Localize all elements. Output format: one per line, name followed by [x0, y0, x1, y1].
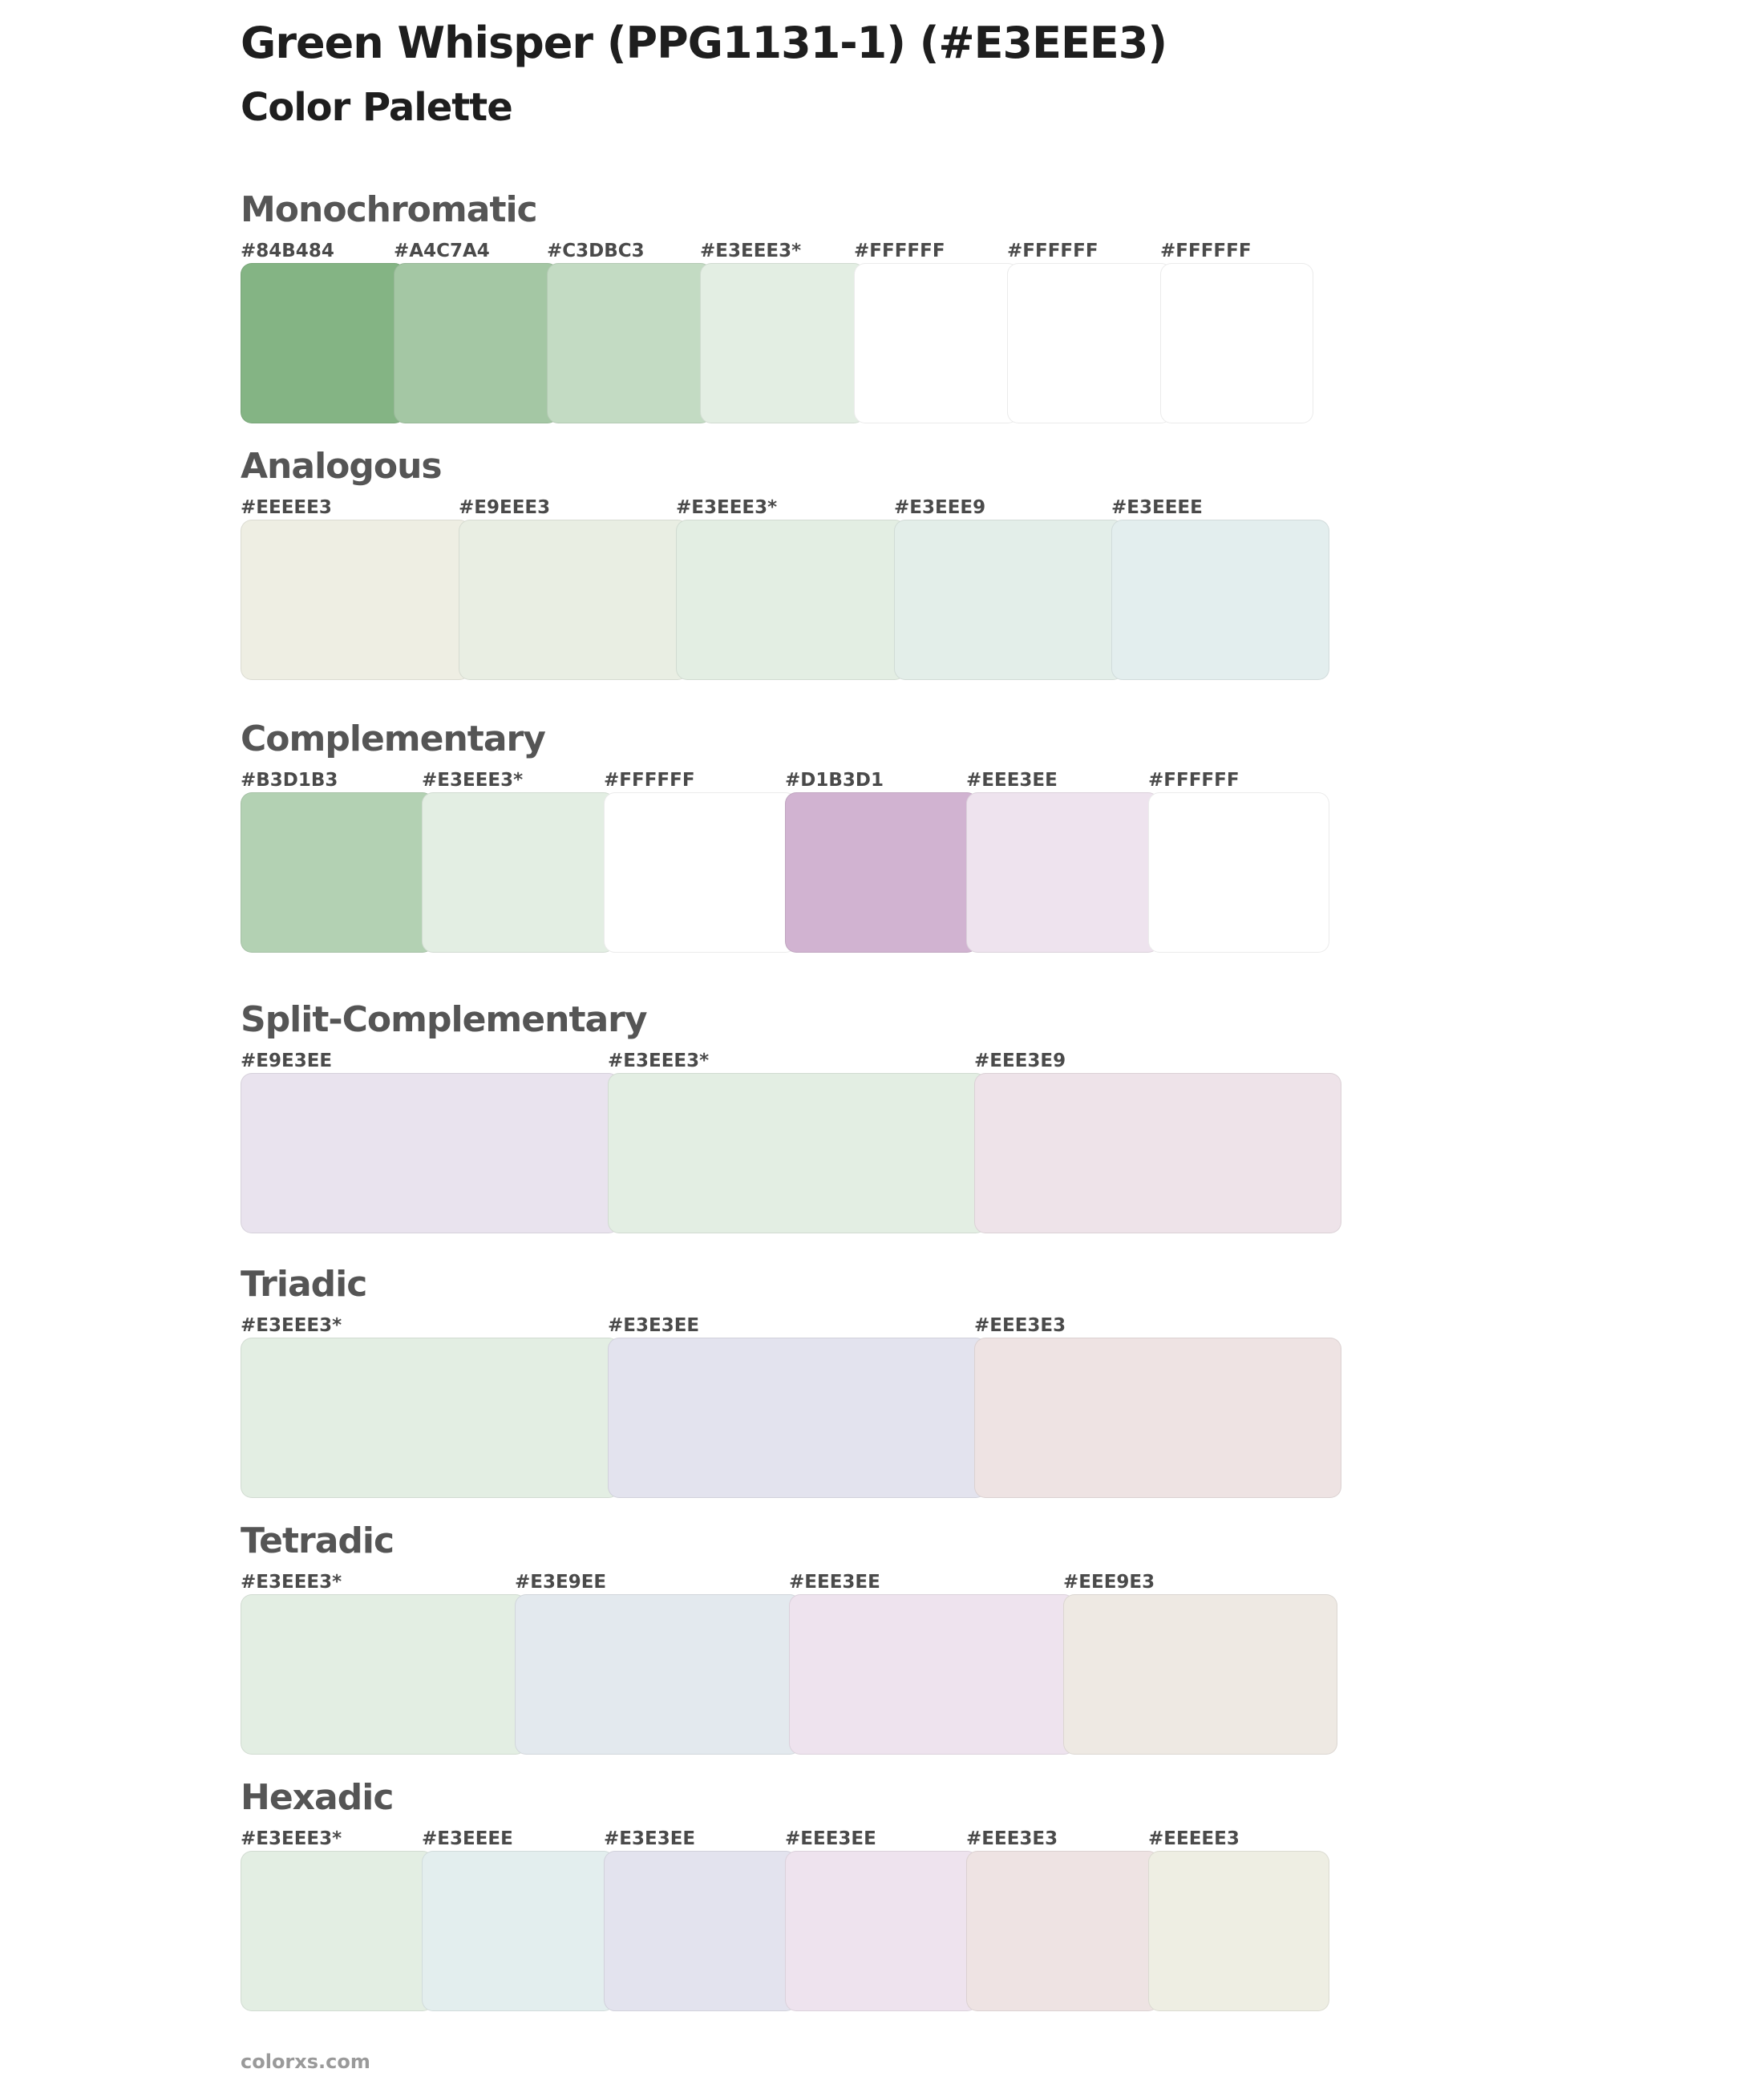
swatch-label: #B3D1B3	[241, 770, 338, 791]
color-swatch[interactable]	[676, 520, 906, 680]
swatch-label: #E3EEE3*	[700, 241, 802, 261]
section-title: Triadic	[241, 1264, 367, 1305]
swatch-label: #EEE3EE	[789, 1572, 880, 1593]
color-swatch[interactable]	[854, 263, 1019, 423]
swatch-label: #E3EEE3*	[608, 1051, 710, 1071]
color-swatch[interactable]	[241, 263, 406, 423]
swatch-label: #C3DBC3	[547, 241, 645, 261]
swatch-label: #E3EEEE	[422, 1828, 513, 1849]
footer-site-name[interactable]: colorxs.com	[241, 2051, 370, 2073]
swatch-label: #E3EEE3*	[241, 1315, 342, 1336]
color-swatch[interactable]	[394, 263, 559, 423]
color-swatch[interactable]	[1148, 792, 1329, 953]
swatch-label: #EEEEE3	[241, 497, 332, 518]
section-title: Hexadic	[241, 1777, 394, 1818]
section-title: Monochromatic	[241, 189, 538, 230]
swatch-label: #E3E9EE	[515, 1572, 607, 1593]
color-swatch[interactable]	[1160, 263, 1313, 423]
swatch-label: #EEE3E3	[966, 1828, 1058, 1849]
swatch-label: #D1B3D1	[785, 770, 884, 791]
color-swatch[interactable]	[966, 792, 1159, 953]
swatch-label: #EEE9E3	[1063, 1572, 1155, 1593]
color-swatch[interactable]	[241, 1594, 527, 1755]
color-swatch[interactable]	[785, 1851, 978, 2011]
swatch-label: #84B484	[241, 241, 334, 261]
section-title: Tetradic	[241, 1520, 394, 1561]
color-swatch[interactable]	[241, 520, 471, 680]
swatch-label: #EEE3E9	[974, 1051, 1066, 1071]
color-swatch[interactable]	[894, 520, 1124, 680]
page-subtitle: Color Palette	[241, 85, 513, 130]
color-swatch[interactable]	[1111, 520, 1329, 680]
page-title: Green Whisper (PPG1131-1) (#E3EEE3)	[241, 18, 1167, 68]
color-swatch[interactable]	[241, 1073, 620, 1233]
color-swatch[interactable]	[422, 792, 615, 953]
swatch-label: #EEE3E3	[974, 1315, 1066, 1336]
swatch-label: #E3E3EE	[608, 1315, 700, 1336]
color-swatch[interactable]	[459, 520, 689, 680]
swatch-label: #A4C7A4	[394, 241, 490, 261]
swatch-label: #E3EEE3*	[241, 1572, 342, 1593]
color-swatch[interactable]	[608, 1073, 987, 1233]
swatch-label: #FFFFFF	[1007, 241, 1098, 261]
swatch-label: #FFFFFF	[854, 241, 945, 261]
color-swatch[interactable]	[966, 1851, 1159, 2011]
swatch-label: #EEE3EE	[785, 1828, 876, 1849]
color-swatch[interactable]	[1063, 1594, 1337, 1755]
color-swatch[interactable]	[547, 263, 712, 423]
swatch-label: #E3EEEE	[1111, 497, 1203, 518]
color-swatch[interactable]	[515, 1594, 801, 1755]
color-swatch[interactable]	[604, 792, 797, 953]
swatch-label: #E9E3EE	[241, 1051, 333, 1071]
swatch-label: #E3E3EE	[604, 1828, 696, 1849]
color-swatch[interactable]	[422, 1851, 615, 2011]
swatch-label: #E3EEE3*	[422, 770, 524, 791]
swatch-label: #EEEEE3	[1148, 1828, 1240, 1849]
color-swatch[interactable]	[974, 1073, 1341, 1233]
swatch-label: #E3EEE3*	[241, 1828, 342, 1849]
color-swatch[interactable]	[241, 792, 434, 953]
color-swatch[interactable]	[974, 1338, 1341, 1498]
swatch-label: #FFFFFF	[604, 770, 695, 791]
section-title: Analogous	[241, 446, 443, 487]
swatch-label: #EEE3EE	[966, 770, 1058, 791]
color-swatch[interactable]	[1148, 1851, 1329, 2011]
color-swatch[interactable]	[604, 1851, 797, 2011]
swatch-label: #E9EEE3	[459, 497, 551, 518]
color-swatch[interactable]	[700, 263, 865, 423]
section-title: Split-Complementary	[241, 999, 648, 1040]
color-swatch[interactable]	[241, 1851, 434, 2011]
swatch-label: #FFFFFF	[1160, 241, 1252, 261]
color-swatch[interactable]	[608, 1338, 987, 1498]
swatch-label: #E3EEE9	[894, 497, 986, 518]
swatch-label: #E3EEE3*	[676, 497, 778, 518]
color-swatch[interactable]	[1007, 263, 1172, 423]
section-title: Complementary	[241, 719, 546, 759]
swatch-label: #FFFFFF	[1148, 770, 1240, 791]
color-swatch[interactable]	[785, 792, 978, 953]
color-swatch[interactable]	[241, 1338, 620, 1498]
color-swatch[interactable]	[789, 1594, 1075, 1755]
